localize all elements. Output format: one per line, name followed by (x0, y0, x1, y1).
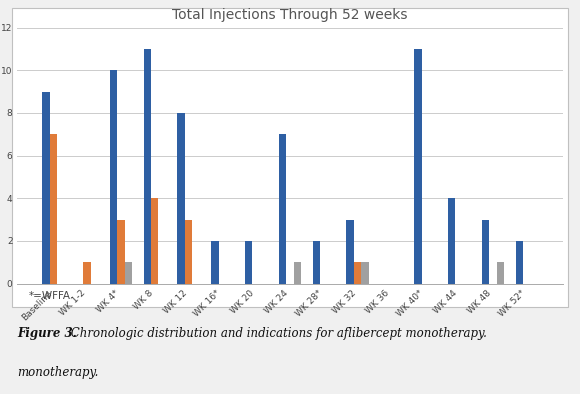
Bar (346, 219, 354, 284)
Bar (293, 262, 301, 284)
Bar (117, 219, 125, 284)
Bar (125, 262, 132, 284)
Bar (279, 134, 287, 284)
Text: Figure 3.: Figure 3. (17, 327, 77, 340)
Bar (496, 262, 504, 284)
Bar (151, 198, 158, 284)
Bar (516, 241, 523, 284)
Bar (245, 241, 252, 284)
Bar (50, 134, 57, 284)
Bar (211, 241, 219, 284)
Bar (414, 49, 422, 284)
Text: monotherapy.: monotherapy. (17, 366, 99, 379)
Bar (361, 262, 369, 284)
Bar (177, 113, 185, 284)
Bar (354, 262, 361, 284)
Bar (84, 262, 91, 284)
Text: Chronologic distribution and indications for aflibercept monotherapy.: Chronologic distribution and indications… (67, 327, 487, 340)
Bar (185, 219, 193, 284)
Bar (313, 241, 320, 284)
Bar (482, 219, 489, 284)
Bar (448, 198, 455, 284)
Bar (144, 49, 151, 284)
Bar (110, 70, 117, 284)
Text: *=WFFA: *=WFFA (29, 292, 71, 301)
Title: Total Injections Through 52 weeks: Total Injections Through 52 weeks (172, 8, 408, 22)
Bar (42, 91, 50, 284)
